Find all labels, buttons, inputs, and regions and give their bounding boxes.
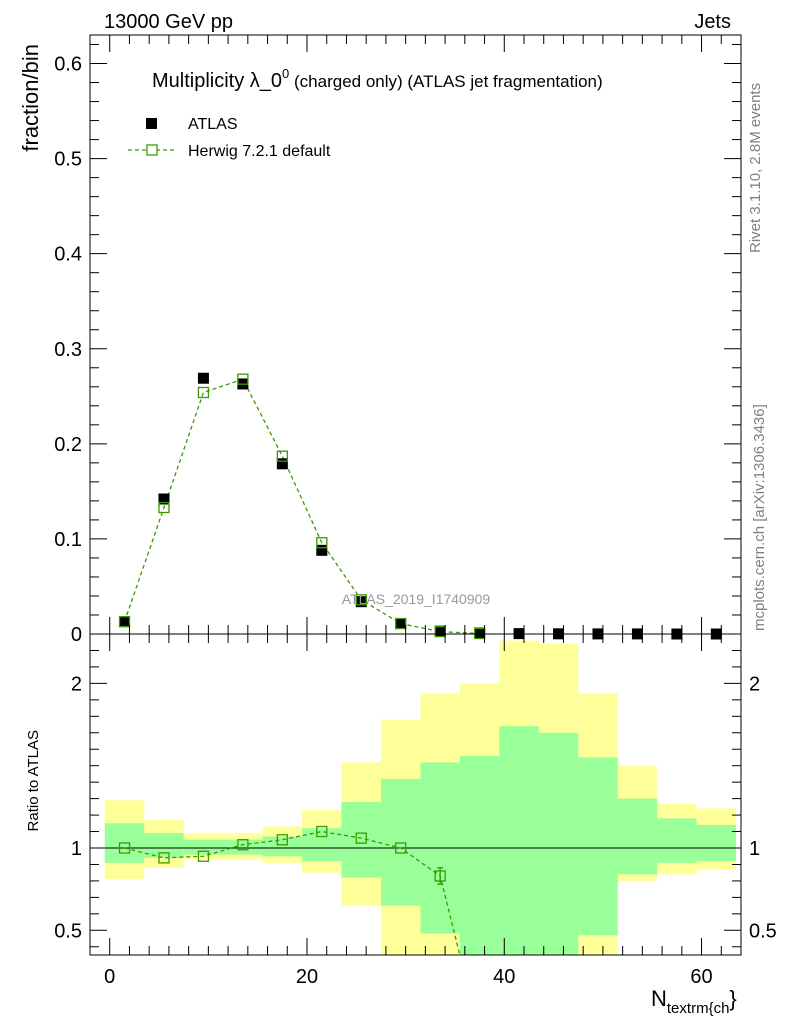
x-axis-label-main: N (651, 986, 667, 1011)
legend: ATLAS Herwig 7.2.1 default (128, 116, 331, 160)
uncertainty-band-inner (223, 839, 263, 855)
mc-point (158, 501, 170, 514)
uncertainty-band-inner (538, 732, 579, 955)
ratio-y-axis-label: Ratio to ATLAS (25, 730, 42, 831)
ratio-mc-point (197, 850, 210, 862)
ratio-mc-point (355, 832, 367, 844)
ratio-y-tick-label-right: 1 (749, 838, 760, 860)
analysis-watermark: ATLAS_2019_I1740909 (342, 591, 491, 607)
mc-point (237, 373, 249, 385)
uncertainty-band-inner (302, 828, 342, 862)
x-tick-label: 60 (690, 966, 712, 988)
mc-point (355, 594, 367, 606)
uncertainty-band-inner (578, 757, 618, 936)
uncertainty-band-inner (380, 778, 421, 906)
ratio-mc-point (434, 870, 446, 882)
ratio-frame (89, 633, 742, 956)
x-axis-label-sub: textrm{ch (667, 1000, 730, 1017)
main-y-tick-label: 0 (71, 624, 82, 646)
x-axis-label: Ntextrm{ch} (651, 986, 737, 1017)
main-y-tick-label: 0.1 (54, 529, 82, 551)
x-tick-label: 20 (296, 966, 318, 988)
ratio-mc-point (158, 852, 170, 864)
uncertainty-band-inner (499, 726, 539, 955)
chart-title-sup: 0 (282, 66, 289, 81)
main-y-tick-label: 0.5 (54, 149, 82, 171)
ratio-mc-point (395, 842, 407, 854)
header-jets-label: Jets (694, 11, 731, 33)
legend-atlas-label: ATLAS (188, 116, 238, 133)
main-y-tick-label: 0.2 (54, 434, 82, 456)
x-tick-label: 40 (493, 966, 515, 988)
mc-point (118, 615, 131, 628)
ratio-y-tick-label: 2 (71, 673, 82, 695)
uncertainty-band-inner (183, 839, 224, 855)
ratio-y-tick-label-right: 0.5 (749, 920, 777, 942)
data-point (395, 618, 407, 630)
mc-point (197, 386, 210, 399)
uncertainty-band-inner (657, 818, 697, 863)
legend-atlas-marker (146, 118, 157, 129)
main-y-tick-label: 0.4 (54, 244, 82, 266)
chart-title-rest: (charged only) (ATLAS jet fragmentation) (289, 72, 602, 91)
ratio-mc-point (237, 839, 249, 851)
main-y-tick-label: 0.3 (54, 339, 82, 361)
uncertainty-band-inner (696, 824, 737, 862)
data-point (276, 458, 288, 470)
data-point (316, 544, 328, 556)
legend-herwig-marker (146, 144, 158, 156)
data-point (355, 596, 367, 608)
uncertainty-band-inner (617, 798, 658, 875)
uncertainty-band-inner (341, 801, 381, 878)
x-tick-label: 0 (104, 966, 115, 988)
data-point (197, 372, 209, 384)
ratio-mc-point (118, 842, 131, 854)
data-point (119, 616, 131, 628)
main-y-axis-label: fraction/bin (18, 44, 43, 152)
chart-title-main: Multiplicity λ_0 (152, 70, 282, 92)
x-axis-label-close: } (729, 986, 736, 1011)
ratio-y-tick-label: 1 (71, 838, 82, 860)
ratio-axes: 0.5 0.51 12 20 20 40 60 (54, 634, 777, 988)
ratio-panel: 0.5 0.51 12 20 20 40 60 Ratio to ATLAS Ntextrm… (25, 633, 777, 1017)
main-panel: 0 0.1 0.2 0.3 0.4 0.5 0.6 fraction/bin Multipl… (18, 34, 742, 646)
uncertainty-band-inner (262, 836, 303, 857)
mc-point (276, 450, 288, 462)
header-energy-label: 13000 GeV pp (104, 11, 233, 33)
ratio-y-tick-label-right: 2 (749, 673, 760, 695)
rivet-label: Rivet 3.1.10, 2.8M events (747, 83, 764, 253)
mc-point (395, 617, 407, 630)
data-point (474, 627, 486, 639)
mcplots-label: mcplots.cern.ch [arXiv:1306.3436] (751, 404, 768, 631)
legend-herwig-label: Herwig 7.2.1 default (188, 143, 331, 160)
main-axes: 0 0.1 0.2 0.3 0.4 0.5 0.6 (54, 35, 742, 646)
data-point (158, 493, 170, 505)
chart-title: Multiplicity λ_00 (charged only) (ATLAS … (152, 66, 603, 92)
mc-point (316, 537, 328, 549)
ratio-plot-content (90, 640, 741, 956)
ratio-mc-point (276, 834, 288, 846)
main-y-tick-label: 0.6 (54, 54, 82, 76)
mc-point (434, 625, 446, 638)
uncertainty-band-inner (459, 755, 500, 955)
uncertainty-band-inner (144, 833, 184, 858)
ratio-y-tick-label: 0.5 (54, 920, 82, 942)
ratio-mc-point (316, 825, 328, 838)
data-point (434, 625, 446, 637)
